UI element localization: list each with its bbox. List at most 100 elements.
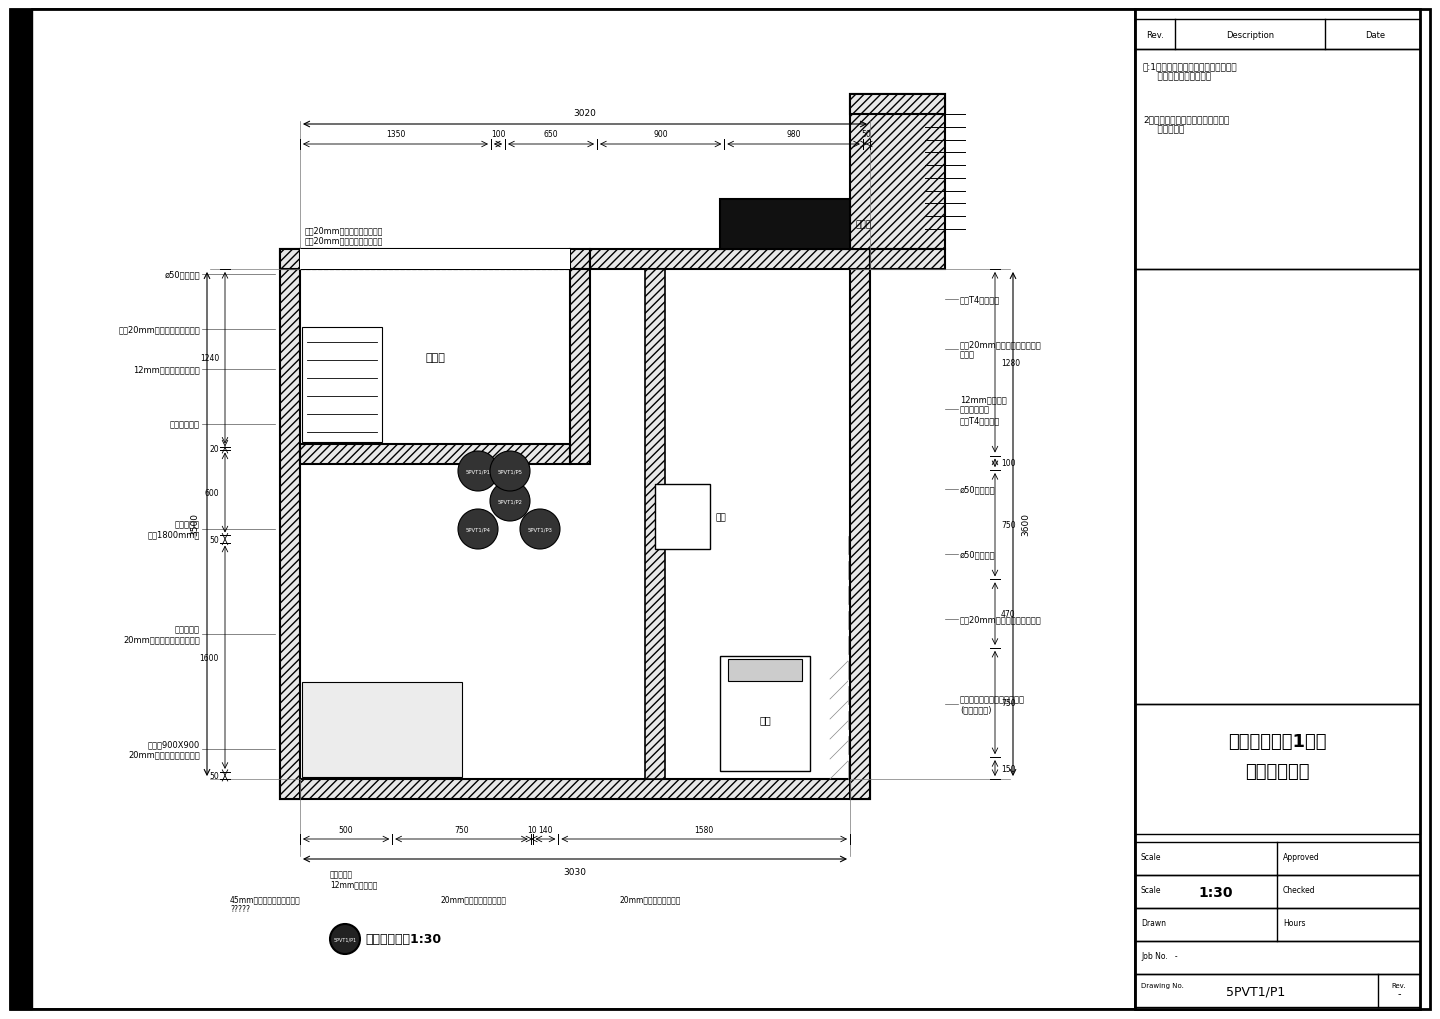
Circle shape	[330, 924, 360, 954]
Bar	[720, 656, 809, 771]
Text: 3500: 3500	[190, 513, 199, 536]
Bar	[1135, 50, 1420, 270]
Text: 注:1、本图标注尺寸仅供参考，施工应
     以现场具体尺寸为准。: 注:1、本图标注尺寸仅供参考，施工应 以现场具体尺寸为准。	[1143, 62, 1237, 82]
Text: 10: 10	[527, 825, 537, 835]
Text: 壁灯见详图
离地1800mm高: 壁灯见详图 离地1800mm高	[148, 520, 200, 539]
Bar	[590, 250, 870, 270]
Bar	[850, 95, 945, 250]
Circle shape	[458, 510, 498, 549]
Text: 3020: 3020	[573, 109, 596, 118]
Text: 1350: 1350	[386, 129, 405, 139]
Ellipse shape	[343, 703, 422, 758]
Text: 50: 50	[209, 535, 219, 544]
Text: Checked: Checked	[1283, 886, 1316, 895]
Bar	[850, 250, 870, 799]
Text: 140: 140	[539, 825, 553, 835]
Text: Drawing No.: Drawing No.	[1140, 982, 1184, 988]
Text: 500: 500	[338, 825, 353, 835]
Bar	[10, 10, 32, 1009]
Text: Rev.: Rev.	[1146, 31, 1164, 40]
Text: 5PVT1/P1: 5PVT1/P1	[334, 936, 357, 942]
Text: 镀金座厕尺寸由客方规购后定
(连体式座厕): 镀金座厕尺寸由客方规购后定 (连体式座厕)	[960, 695, 1025, 714]
Bar	[645, 270, 665, 780]
Circle shape	[490, 451, 530, 491]
Text: 750: 750	[1001, 521, 1015, 530]
Bar	[1135, 704, 1420, 835]
Bar	[1135, 10, 1420, 1009]
Bar	[32, 10, 1135, 1009]
Text: 2、所有木及夹板结构均需敲认可的
     防火处理。: 2、所有木及夹板结构均需敲认可的 防火处理。	[1143, 115, 1230, 135]
Text: 20: 20	[209, 444, 219, 453]
Bar	[1135, 270, 1420, 704]
Bar	[720, 200, 850, 250]
Text: 100: 100	[1001, 459, 1015, 468]
Text: 5PVT1/P4: 5PVT1/P4	[465, 527, 491, 532]
Bar	[279, 780, 870, 799]
Text: ø50镀金地漏: ø50镀金地漏	[164, 270, 200, 279]
Text: 750: 750	[1001, 698, 1015, 707]
Text: 20mm高光面西藏红挡水边: 20mm高光面西藏红挡水边	[441, 894, 505, 903]
Text: 3030: 3030	[563, 867, 586, 876]
Bar	[729, 659, 802, 682]
Text: 洗手间平面图1:30: 洗手间平面图1:30	[364, 932, 441, 946]
Bar	[1135, 875, 1420, 908]
Text: 650: 650	[544, 129, 559, 139]
Text: 地面砖900X900
20mm厚光面西藏红亚铅台: 地面砖900X900 20mm厚光面西藏红亚铅台	[128, 740, 200, 759]
Text: 墙身20mm光面沙安娜米黄饰面
小便槽: 墙身20mm光面沙安娜米黄饰面 小便槽	[960, 340, 1041, 360]
Text: Approved: Approved	[1283, 853, 1319, 862]
Text: 12mm钢化沙玻璃推拉门: 12mm钢化沙玻璃推拉门	[134, 365, 200, 374]
Bar	[1135, 974, 1420, 1007]
Text: 五层油皇房（1号）: 五层油皇房（1号）	[1228, 733, 1326, 750]
Text: 内藏T4蓝色光管: 内藏T4蓝色光管	[960, 296, 1001, 305]
Bar	[279, 250, 590, 270]
Bar	[1135, 908, 1420, 942]
Bar	[870, 250, 945, 270]
Bar	[1135, 842, 1420, 875]
Text: 墙身20mm光面沙安娜米黄饰面: 墙身20mm光面沙安娜米黄饰面	[118, 325, 200, 334]
Bar	[570, 270, 590, 465]
Text: 墙身20mm光面沙安娜米黄饰面: 墙身20mm光面沙安娜米黄饰面	[960, 614, 1041, 624]
Bar	[655, 484, 710, 549]
Text: 5PVT1/P1: 5PVT1/P1	[1227, 984, 1286, 998]
Circle shape	[520, 510, 560, 549]
Ellipse shape	[729, 673, 801, 765]
Text: Job No.   -: Job No. -	[1140, 952, 1178, 961]
Text: 5PVT1/P3: 5PVT1/P3	[527, 527, 553, 532]
Bar	[850, 95, 945, 115]
Text: 防水布饰面
12mm防火夹板底: 防水布饰面 12mm防火夹板底	[330, 869, 377, 889]
Bar	[302, 328, 382, 442]
Text: 尿厕: 尿厕	[716, 513, 726, 522]
Text: ø50镀金地漏: ø50镀金地漏	[960, 485, 995, 494]
Text: 墙身20mm光面沙安娜米黄饰面: 墙身20mm光面沙安娜米黄饰面	[305, 226, 383, 234]
Text: 洗手盆台面
20mm厚光面西藏红云石饰面: 洗手盆台面 20mm厚光面西藏红云石饰面	[124, 625, 200, 644]
Text: 45mm厚洗手间防火结构暗门
?????: 45mm厚洗手间防火结构暗门 ?????	[230, 894, 301, 913]
Bar	[300, 270, 850, 780]
Text: 墙身20mm光面沙安娜米黄饰面: 墙身20mm光面沙安娜米黄饰面	[305, 235, 383, 245]
Bar	[1135, 942, 1420, 974]
Circle shape	[458, 451, 498, 491]
Bar	[302, 683, 462, 777]
Text: Scale: Scale	[1140, 886, 1162, 895]
Text: Scale: Scale	[1140, 853, 1162, 862]
Text: 1280: 1280	[1001, 359, 1020, 368]
Bar	[279, 250, 300, 799]
Circle shape	[490, 482, 530, 522]
Text: 12mm钢化压装
玻璃隔水幕帘
内藏T4蓝色光管: 12mm钢化压装 玻璃隔水幕帘 内藏T4蓝色光管	[960, 394, 1007, 425]
Text: ø50镀金地漏: ø50镀金地漏	[960, 550, 995, 559]
Text: 600: 600	[204, 488, 219, 497]
Text: 5PVT1/P2: 5PVT1/P2	[497, 499, 523, 504]
Text: 150: 150	[1001, 764, 1015, 772]
Circle shape	[379, 727, 386, 735]
Text: 原管井: 原管井	[855, 220, 873, 229]
Text: 5PVT1/P5: 5PVT1/P5	[497, 469, 523, 474]
Text: 50: 50	[861, 129, 871, 139]
Text: 衣柜及毛巾柜: 衣柜及毛巾柜	[170, 420, 200, 429]
Text: 470: 470	[1001, 609, 1015, 619]
Text: 5PVT1/P1: 5PVT1/P1	[465, 469, 491, 474]
Text: Hours: Hours	[1283, 918, 1306, 927]
Text: Rev.: Rev.	[1391, 982, 1407, 988]
Text: 洗手间平面图: 洗手间平面图	[1246, 762, 1310, 781]
Text: Date: Date	[1365, 31, 1385, 40]
Text: 100: 100	[491, 129, 505, 139]
Text: 1600: 1600	[200, 653, 219, 662]
